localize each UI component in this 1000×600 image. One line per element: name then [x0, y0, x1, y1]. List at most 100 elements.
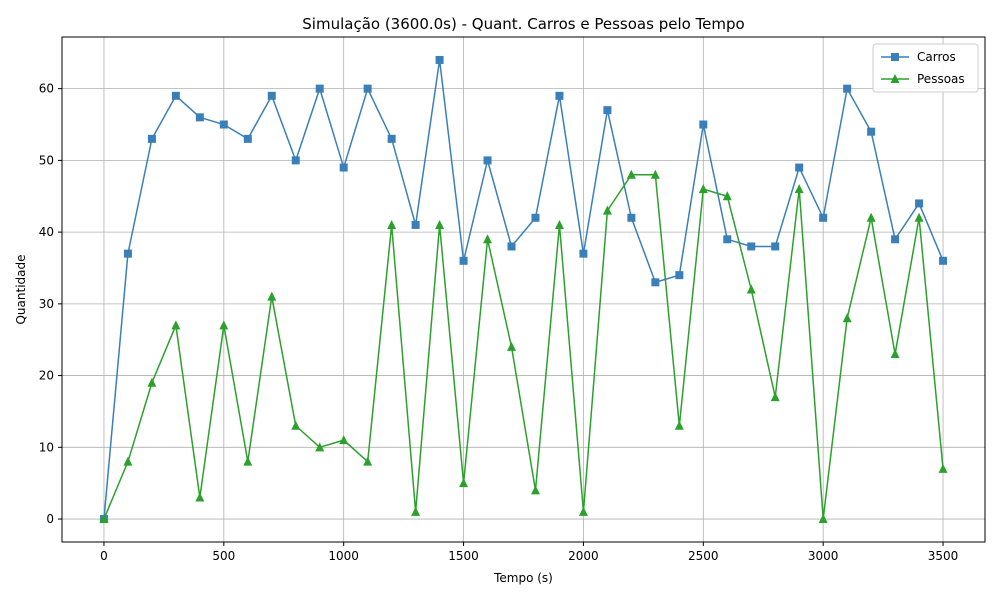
data-point: [483, 234, 493, 244]
plot-frame: [61, 36, 986, 543]
data-point: [387, 134, 396, 143]
legend-box: [872, 43, 979, 93]
series-pessoas: [99, 169, 948, 524]
data-point: [555, 91, 564, 100]
data-point: [890, 349, 900, 359]
legend-marker: [891, 53, 899, 61]
data-point: [99, 514, 109, 524]
data-point: [866, 212, 876, 222]
x-tick-label: 3000: [808, 549, 839, 563]
series-layer: [99, 55, 948, 524]
data-point: [171, 91, 180, 100]
legend-label: Pessoas: [917, 72, 965, 86]
data-point: [315, 442, 325, 452]
data-point: [219, 120, 228, 129]
data-point: [387, 219, 397, 229]
data-point: [435, 219, 445, 229]
data-point: [435, 55, 444, 64]
data-point: [243, 134, 252, 143]
data-point: [722, 191, 732, 201]
y-tick-label: 20: [39, 369, 54, 383]
data-point: [770, 392, 780, 402]
grid-lines: [62, 37, 985, 542]
y-tick-label: 30: [39, 297, 54, 311]
data-point: [171, 320, 181, 330]
data-point: [267, 91, 276, 100]
data-point: [530, 485, 540, 495]
x-tick-label: 1000: [328, 549, 359, 563]
legend-marker: [890, 74, 900, 83]
y-tick-label: 10: [39, 440, 54, 454]
data-point: [794, 184, 804, 194]
data-point: [363, 456, 373, 466]
data-point: [867, 127, 876, 136]
data-point: [315, 84, 324, 93]
x-axis-label: Tempo (s): [493, 571, 553, 585]
data-point: [819, 213, 828, 222]
data-point: [219, 320, 229, 330]
data-point: [291, 420, 301, 430]
data-point: [795, 163, 804, 172]
data-point: [698, 184, 708, 194]
data-point: [699, 120, 708, 129]
y-tick-label: 50: [39, 153, 54, 167]
data-point: [771, 242, 780, 251]
data-point: [579, 249, 588, 258]
data-point: [507, 341, 517, 351]
data-point: [650, 169, 660, 179]
chart-title: Simulação (3600.0s) - Quant. Carros e Pe…: [302, 15, 744, 33]
data-point: [554, 219, 564, 229]
data-point: [843, 84, 852, 93]
x-tick-label: 0: [100, 549, 108, 563]
data-point: [411, 506, 421, 516]
data-point: [626, 169, 636, 179]
legend-label: Carros: [917, 50, 956, 64]
series-line: [103, 59, 944, 520]
data-point: [602, 205, 612, 215]
y-tick-label: 60: [39, 82, 54, 96]
data-point: [531, 213, 540, 222]
data-point: [411, 220, 420, 229]
data-point: [483, 156, 492, 165]
data-point: [915, 199, 924, 208]
data-point: [123, 456, 133, 466]
data-point: [267, 291, 277, 301]
x-tick-label: 1500: [448, 549, 479, 563]
data-point: [914, 212, 924, 222]
data-point: [363, 84, 372, 93]
data-point: [459, 478, 469, 488]
x-tick-label: 2500: [688, 549, 719, 563]
data-point: [938, 463, 948, 473]
data-point: [123, 249, 132, 258]
data-point: [675, 271, 684, 280]
data-point: [746, 284, 756, 294]
axis-ticks: 0 500 1000 1500 2000 2500 3000 3500 0 10 20 30 40 50 6…: [39, 82, 959, 563]
data-point: [147, 377, 157, 387]
y-tick-label: 0: [46, 512, 54, 526]
series-line: [103, 173, 944, 520]
data-point: [339, 163, 348, 172]
series-carros: [99, 55, 948, 524]
data-point: [507, 242, 516, 251]
data-point: [291, 156, 300, 165]
legend: Carros Pessoas: [872, 43, 979, 93]
data-point: [578, 506, 588, 516]
data-point: [459, 256, 468, 265]
y-axis-label: Quantidade: [14, 254, 28, 324]
y-tick-label: 40: [39, 225, 54, 239]
data-point: [939, 256, 948, 265]
x-tick-label: 2000: [568, 549, 599, 563]
data-point: [627, 213, 636, 222]
data-point: [747, 242, 756, 251]
x-tick-label: 3500: [928, 549, 959, 563]
data-point: [195, 113, 204, 122]
data-point: [723, 235, 732, 244]
data-point: [651, 278, 660, 287]
data-point: [339, 435, 349, 445]
data-point: [603, 106, 612, 115]
x-tick-label: 500: [212, 549, 235, 563]
data-point: [674, 420, 684, 430]
data-point: [195, 492, 205, 502]
data-point: [891, 235, 900, 244]
